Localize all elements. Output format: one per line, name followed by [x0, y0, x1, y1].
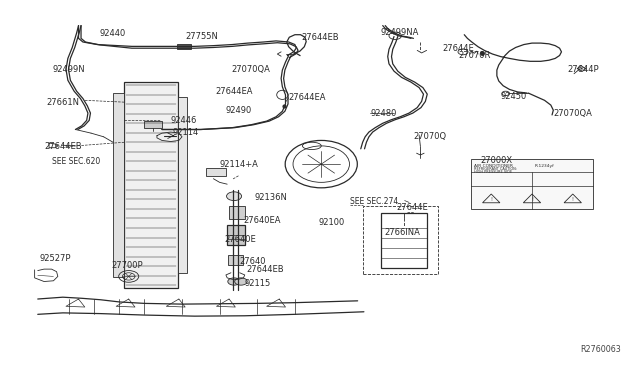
Bar	[178, 97, 187, 273]
Text: R2760063: R2760063	[580, 345, 621, 354]
Bar	[113, 93, 124, 277]
Text: 27000X: 27000X	[481, 156, 513, 165]
Bar	[145, 121, 162, 128]
Text: 92114+A: 92114+A	[220, 160, 259, 169]
Text: 27644EB: 27644EB	[44, 142, 82, 151]
Text: AIR CONDITIONER: AIR CONDITIONER	[474, 164, 513, 168]
Text: 27644EA: 27644EA	[289, 93, 326, 102]
Text: 27644EB: 27644EB	[301, 33, 339, 42]
Bar	[227, 225, 244, 245]
Text: 92499N: 92499N	[52, 65, 85, 74]
Text: !: !	[490, 198, 492, 202]
Text: 92114: 92114	[173, 128, 199, 137]
Circle shape	[227, 192, 242, 201]
Text: 92440: 92440	[99, 29, 125, 38]
Text: 27070R: 27070R	[458, 51, 490, 60]
Text: 92450: 92450	[500, 92, 527, 101]
Text: 27700P: 27700P	[112, 261, 143, 270]
Circle shape	[228, 278, 241, 285]
Text: R-1234yf: R-1234yf	[534, 164, 554, 168]
Text: 27644EA: 27644EA	[215, 87, 253, 96]
Bar	[228, 255, 243, 266]
Text: SEE SEC.274: SEE SEC.274	[350, 197, 398, 206]
Text: 27644P: 27644P	[568, 65, 600, 74]
Text: 27755N: 27755N	[185, 32, 218, 41]
Text: 27070QA: 27070QA	[554, 109, 592, 118]
Bar	[229, 206, 244, 219]
Bar	[124, 82, 178, 288]
Bar	[381, 214, 427, 268]
Text: 92136N: 92136N	[255, 193, 287, 202]
Text: 27644E: 27644E	[397, 203, 428, 212]
Text: HIGH PRESSURE SIDE: HIGH PRESSURE SIDE	[474, 170, 512, 174]
Text: 92490: 92490	[226, 106, 252, 115]
Bar	[177, 44, 191, 49]
Text: 27640EA: 27640EA	[243, 216, 281, 225]
Text: 27644EB: 27644EB	[246, 264, 284, 274]
Text: 92100: 92100	[319, 218, 345, 227]
Text: 27640E: 27640E	[225, 235, 257, 244]
Text: 27070Q: 27070Q	[413, 132, 447, 141]
Text: 27644E: 27644E	[442, 44, 474, 53]
Text: 92446: 92446	[171, 116, 197, 125]
Text: 92527P: 92527P	[39, 254, 70, 263]
Bar	[470, 159, 593, 209]
Text: 2766lNA: 2766lNA	[385, 228, 420, 237]
Bar	[363, 206, 438, 274]
Text: 92115: 92115	[244, 279, 271, 288]
Text: 27640: 27640	[239, 257, 266, 266]
Text: !: !	[572, 198, 574, 202]
Text: 92480: 92480	[370, 109, 397, 118]
Text: 92499NA: 92499NA	[380, 28, 419, 37]
Bar	[206, 168, 226, 176]
Text: SEE SEC.620: SEE SEC.620	[52, 157, 100, 166]
Text: !: !	[531, 198, 533, 202]
Circle shape	[235, 278, 247, 285]
Text: 27070QA: 27070QA	[231, 65, 270, 74]
Text: 27661N: 27661N	[46, 98, 79, 107]
Text: REFRIGERANT CAUTION:: REFRIGERANT CAUTION:	[474, 167, 516, 171]
